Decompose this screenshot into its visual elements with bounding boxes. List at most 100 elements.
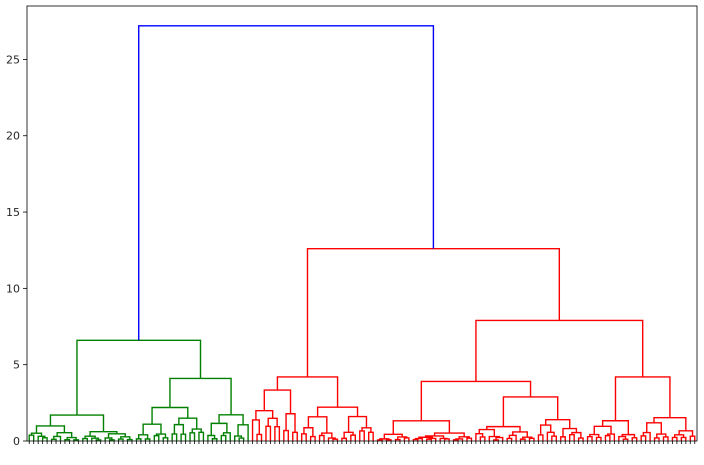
green-cluster-link	[76, 339, 202, 416]
dendrogram-link	[614, 376, 671, 421]
y-tick-label: 20	[6, 130, 20, 143]
dendrogram-link	[309, 435, 316, 441]
dendrogram-link	[653, 416, 687, 431]
dendrogram-link	[41, 437, 48, 441]
dendrogram-link	[274, 426, 281, 441]
dendrogram-link	[153, 434, 160, 441]
dendrogram-link	[285, 413, 296, 433]
dendrogram-link	[316, 406, 359, 417]
dendrogram-link	[189, 432, 196, 441]
dendrogram-link	[479, 436, 486, 441]
dendrogram-link	[493, 439, 499, 441]
dendrogram-link	[622, 438, 629, 441]
dendrogram-link	[151, 406, 189, 425]
dendrogram-link	[546, 431, 555, 441]
dendrogram-link	[359, 430, 365, 441]
dendrogram-link	[680, 436, 687, 441]
dendrogram-link	[142, 423, 162, 435]
dendrogram-link	[267, 417, 278, 427]
dendrogram-link	[508, 434, 517, 441]
dendrogram-link	[307, 416, 328, 434]
dendrogram-link	[403, 437, 410, 441]
y-tick-label: 10	[6, 282, 20, 295]
dendrogram-link	[222, 432, 231, 441]
dendrogram-link	[544, 418, 571, 429]
dendrogram-link	[173, 423, 185, 435]
dendrogram-link	[642, 431, 651, 441]
dendrogram-link	[601, 420, 630, 435]
dendrogram-link	[265, 425, 272, 441]
dendrogram-link	[66, 436, 77, 440]
dendrogram-link	[604, 434, 611, 441]
dendrogram-link	[283, 429, 289, 441]
dendrogram-link	[347, 415, 368, 433]
dendrogram-link	[512, 431, 528, 438]
dendrogram-link	[385, 439, 392, 441]
dendrogram-link	[618, 435, 627, 441]
dendrogram-link	[162, 437, 169, 441]
dendrogram-link	[120, 436, 131, 440]
dendrogram-link	[420, 380, 532, 421]
dendrogram-link	[303, 427, 314, 437]
dendrogram-link	[577, 437, 584, 441]
dendrogram-link	[126, 438, 133, 441]
dendrogram-link	[424, 435, 445, 439]
dendrogram-link	[89, 431, 118, 437]
dendrogram-link	[218, 414, 244, 425]
y-axis: 0 5 10 15 20 25	[6, 53, 27, 448]
dendrogram-link	[84, 435, 96, 439]
dendrogram-link	[466, 437, 473, 441]
dendrogram-link	[368, 431, 374, 441]
dendrogram-links	[28, 25, 696, 441]
dendrogram-link	[155, 433, 167, 438]
dendrogram-link	[478, 428, 496, 437]
dendrogram-link	[251, 419, 260, 441]
red-cluster-link	[306, 247, 561, 377]
dendrogram-link	[433, 432, 465, 437]
dendrogram-link	[653, 437, 660, 441]
dendrogram-link	[528, 437, 535, 441]
dendrogram-link	[30, 432, 43, 437]
dendrogram-link	[207, 434, 216, 441]
dendrogram-link	[631, 437, 638, 441]
dendrogram-link	[426, 438, 432, 441]
dendrogram-link	[392, 420, 451, 435]
dendrogram-link	[343, 431, 354, 439]
dendrogram-link	[569, 434, 575, 441]
dendrogram-link	[502, 396, 559, 427]
dendrogram-link	[107, 433, 126, 438]
dendrogram-link	[560, 436, 566, 441]
dendrogram-link	[28, 434, 35, 441]
dendrogram-link	[117, 438, 124, 441]
dendrogram-link	[586, 435, 593, 441]
plot-frame	[26, 5, 698, 442]
dendrogram-link	[595, 436, 602, 441]
dendrogram-link	[537, 434, 544, 441]
dendrogram-link	[662, 436, 669, 441]
dendrogram-link	[211, 438, 218, 441]
dendrogram-link	[475, 433, 484, 441]
dendrogram-link	[91, 437, 100, 441]
dendrogram-link	[414, 437, 423, 441]
red-subcluster-link	[475, 319, 644, 382]
dendrogram-link	[198, 431, 205, 441]
dendrogram-link	[689, 435, 696, 441]
dendrogram-link	[220, 434, 227, 441]
dendrogram-link	[383, 433, 403, 439]
root-link	[138, 25, 435, 341]
dendrogram-link	[37, 435, 46, 441]
dendrogram-link	[256, 433, 263, 441]
y-tick-label: 15	[6, 206, 20, 219]
dendrogram-link	[640, 435, 647, 441]
dendrogram-link	[593, 425, 612, 435]
dendrogram-link	[49, 414, 105, 432]
dendrogram-link	[646, 422, 662, 435]
dendrogram-link	[350, 434, 356, 441]
dendrogram-link	[301, 433, 307, 441]
dendrogram-link	[678, 430, 694, 437]
dendrogram-link	[439, 437, 448, 441]
dendrogram-link	[551, 435, 557, 441]
y-tick-label: 25	[6, 53, 20, 66]
dendrogram-link	[255, 410, 274, 420]
